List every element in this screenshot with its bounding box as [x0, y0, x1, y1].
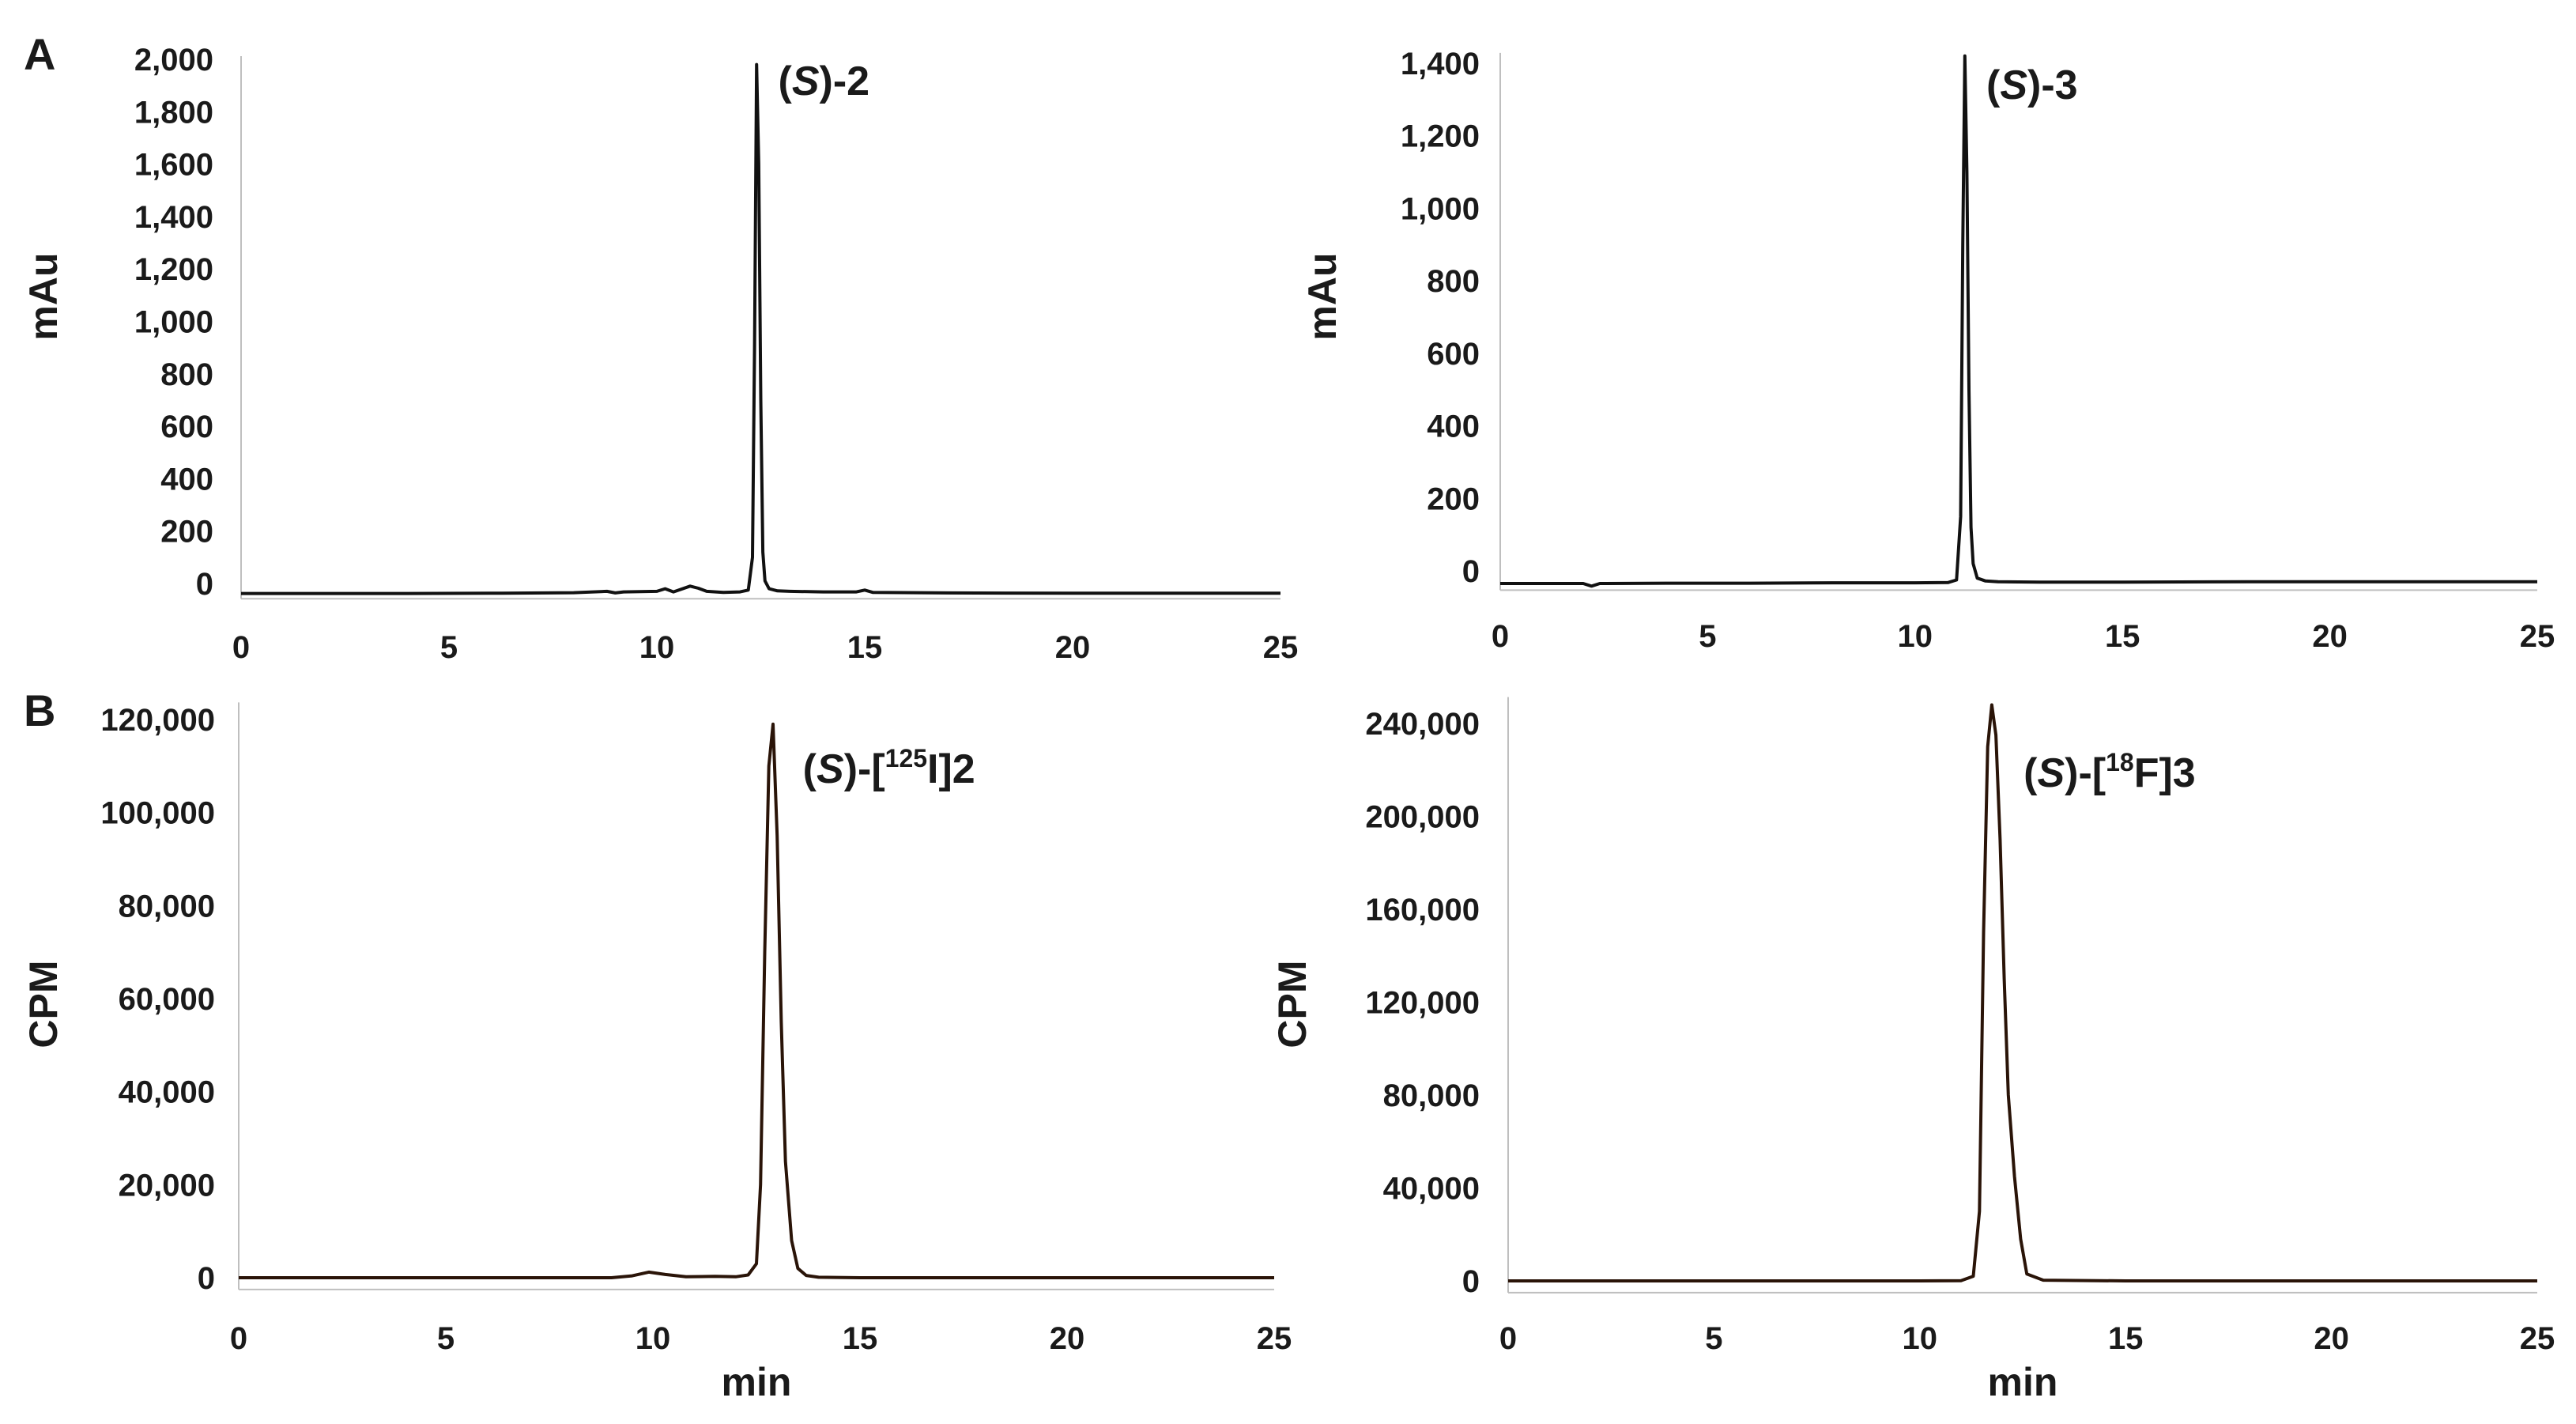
chromatogram-trace [239, 722, 1274, 1279]
y-tick-label: 20,000 [119, 1168, 215, 1203]
chart-panel-3: 0 5 10 15 20 25 0 20,000 40,000 60,000 80,000 100,0… [21, 702, 1292, 1404]
y-tick-label: 1,400 [1401, 47, 1480, 81]
x-tick-label: 10 [639, 630, 675, 665]
chart-panel-4: 0 5 10 15 20 25 0 40,000 80,000 120,000 160,000 200… [1270, 697, 2555, 1404]
y-tick-label: 400 [160, 462, 213, 497]
x-tick-label: 0 [1492, 619, 1509, 654]
chromatogram-trace [1500, 54, 2537, 588]
panel-letter-a: A [24, 29, 55, 79]
peak-label: (S)-2 [779, 59, 870, 104]
x-tick-label: 25 [1263, 630, 1299, 665]
y-tick-label: 200 [160, 515, 213, 550]
x-tick-label: 0 [1499, 1321, 1517, 1356]
y-tick-label: 1,000 [134, 305, 213, 340]
y-tick-label: 0 [1462, 554, 1480, 589]
y-tick-label: 800 [160, 357, 213, 392]
y-tick-label: 160,000 [1365, 893, 1480, 927]
x-tick-label: 15 [2108, 1321, 2144, 1356]
y-tick-label: 100,000 [100, 796, 215, 831]
peak-label: (S)-3 [1986, 62, 2078, 108]
y-tick-label: 0 [196, 567, 213, 602]
y-tick-label: 1,800 [134, 95, 213, 130]
chromatogram-trace [1508, 703, 2537, 1282]
x-tick-label: 10 [1898, 619, 1933, 654]
y-tick-label: 80,000 [119, 889, 215, 924]
chart-panels: 0 5 10 15 20 2502004006008001,0001,2001,4001,… [21, 43, 2555, 1404]
x-tick-label: 20 [1055, 630, 1091, 665]
x-tick-label: 20 [1050, 1321, 1085, 1356]
chart-panel-2: 0 5 10 15 20 25 0 200 400 600 800 1,000 1,200 1,400 mA… [1300, 47, 2555, 654]
chromatogram-trace [241, 62, 1280, 595]
x-tick-label: 15 [2105, 619, 2140, 654]
y-tick-label: 200,000 [1365, 800, 1480, 835]
y-axis-title: CPM [21, 960, 66, 1048]
x-tick-label: 10 [636, 1321, 671, 1356]
panel-letter-b: B [24, 686, 55, 735]
x-tick-label: 15 [847, 630, 883, 665]
y-axis-title: CPM [1270, 960, 1314, 1048]
peak-label: (S)-[125I]2 [803, 744, 975, 792]
y-tick-label: 0 [198, 1261, 215, 1296]
y-axis-title: mAu [21, 252, 66, 340]
y-tick-label: 120,000 [100, 703, 215, 738]
chart-panel-1: 0 5 10 15 20 25 0 200 400 600 800 1,000 1,200 1,400 1,… [21, 43, 1298, 665]
y-tick-label: 1,600 [134, 148, 213, 183]
y-tick-label: 400 [1427, 410, 1480, 444]
x-tick-label: 15 [843, 1321, 878, 1356]
x-tick-label: 25 [2520, 1321, 2555, 1356]
x-tick-label: 0 [232, 630, 250, 665]
y-tick-label: 1,400 [134, 200, 213, 235]
x-tick-label: 5 [440, 630, 458, 665]
y-tick-label: 1,000 [1401, 191, 1480, 226]
y-tick-label: 240,000 [1365, 707, 1480, 742]
y-tick-label: 40,000 [1383, 1172, 1480, 1207]
x-tick-label: 5 [1699, 619, 1716, 654]
peak-label: (S)-[18F]3 [2023, 748, 2196, 796]
x-tick-label: 25 [2520, 619, 2555, 654]
x-tick-label: 20 [2314, 1321, 2349, 1356]
y-tick-label: 1,200 [1401, 119, 1480, 154]
y-tick-label: 800 [1427, 264, 1480, 299]
y-tick-label: 120,000 [1365, 986, 1480, 1021]
y-tick-label: 0 [1462, 1264, 1480, 1299]
x-tick-label: 20 [2312, 619, 2348, 654]
y-tick-label: 600 [160, 410, 213, 444]
y-axis-title: mAu [1300, 252, 1345, 340]
y-tick-label: 40,000 [119, 1075, 215, 1110]
x-tick-label: 25 [1257, 1321, 1292, 1356]
y-tick-label: 200 [1427, 482, 1480, 516]
x-axis-title: min [1988, 1360, 2058, 1404]
x-tick-label: 5 [1705, 1321, 1722, 1356]
x-tick-label: 10 [1903, 1321, 1938, 1356]
y-tick-label: 2,000 [134, 43, 213, 77]
x-tick-label: 0 [230, 1321, 247, 1356]
y-tick-label: 600 [1427, 337, 1480, 372]
y-tick-label: 80,000 [1383, 1078, 1480, 1113]
y-tick-label: 1,200 [134, 252, 213, 287]
y-tick-label: 60,000 [119, 982, 215, 1017]
x-axis-title: min [722, 1360, 792, 1404]
x-tick-label: 5 [437, 1321, 454, 1356]
